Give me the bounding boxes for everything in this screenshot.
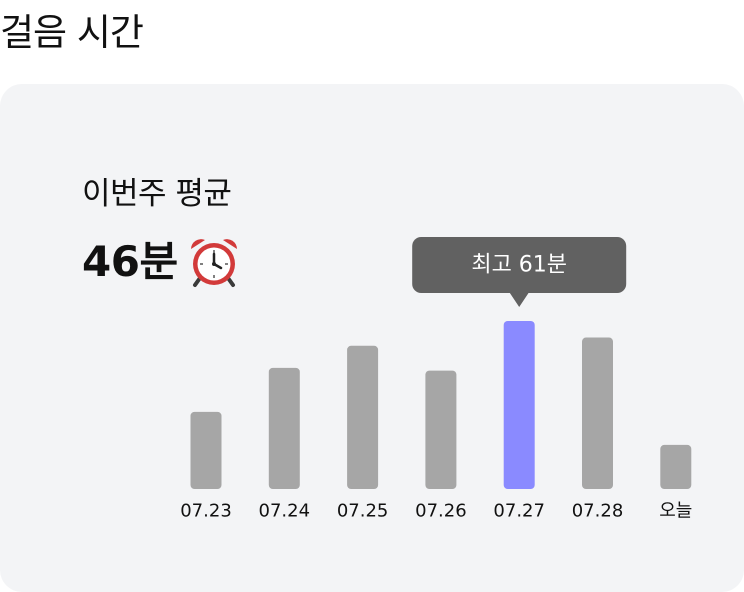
tooltip-box bbox=[412, 237, 627, 293]
page-title: 걸음 시간 bbox=[0, 11, 144, 54]
x-tick-label: 07.27 bbox=[493, 501, 545, 522]
alarm-clock-icon bbox=[190, 239, 237, 287]
tooltip-arrow bbox=[509, 292, 530, 307]
walking-time-card: 이번주 평균 46분 07.23 07.24 07.25 07.26 07.27 07.2… bbox=[0, 84, 744, 592]
weekly-average-value: 46분 bbox=[82, 237, 178, 286]
max-tooltip: 최고 61분 bbox=[412, 237, 627, 307]
x-tick-label: 07.28 bbox=[572, 501, 624, 522]
walking-time-bar-chart: 07.23 07.24 07.25 07.26 07.27 07.28 오늘 최고 61분 bbox=[180, 237, 692, 522]
bar-group bbox=[190, 321, 692, 489]
bar bbox=[660, 444, 692, 489]
bar bbox=[268, 367, 300, 489]
tooltip-label: 최고 61분 bbox=[471, 253, 567, 278]
x-tick-label: 07.23 bbox=[180, 501, 232, 522]
bar bbox=[425, 370, 457, 489]
bar-highlight bbox=[503, 321, 535, 489]
x-tick-label: 오늘 bbox=[659, 501, 692, 522]
x-tick-label: 07.26 bbox=[415, 501, 467, 522]
weekly-average-row: 46분 bbox=[82, 234, 240, 290]
x-axis-ticks: 07.23 07.24 07.25 07.26 07.27 07.28 오늘 bbox=[180, 501, 692, 522]
weekly-average-label: 이번주 평균 bbox=[82, 176, 232, 212]
bar bbox=[347, 345, 379, 489]
bar bbox=[582, 337, 613, 489]
x-tick-label: 07.25 bbox=[337, 501, 389, 522]
x-tick-label: 07.24 bbox=[259, 501, 311, 522]
bar bbox=[190, 411, 222, 489]
